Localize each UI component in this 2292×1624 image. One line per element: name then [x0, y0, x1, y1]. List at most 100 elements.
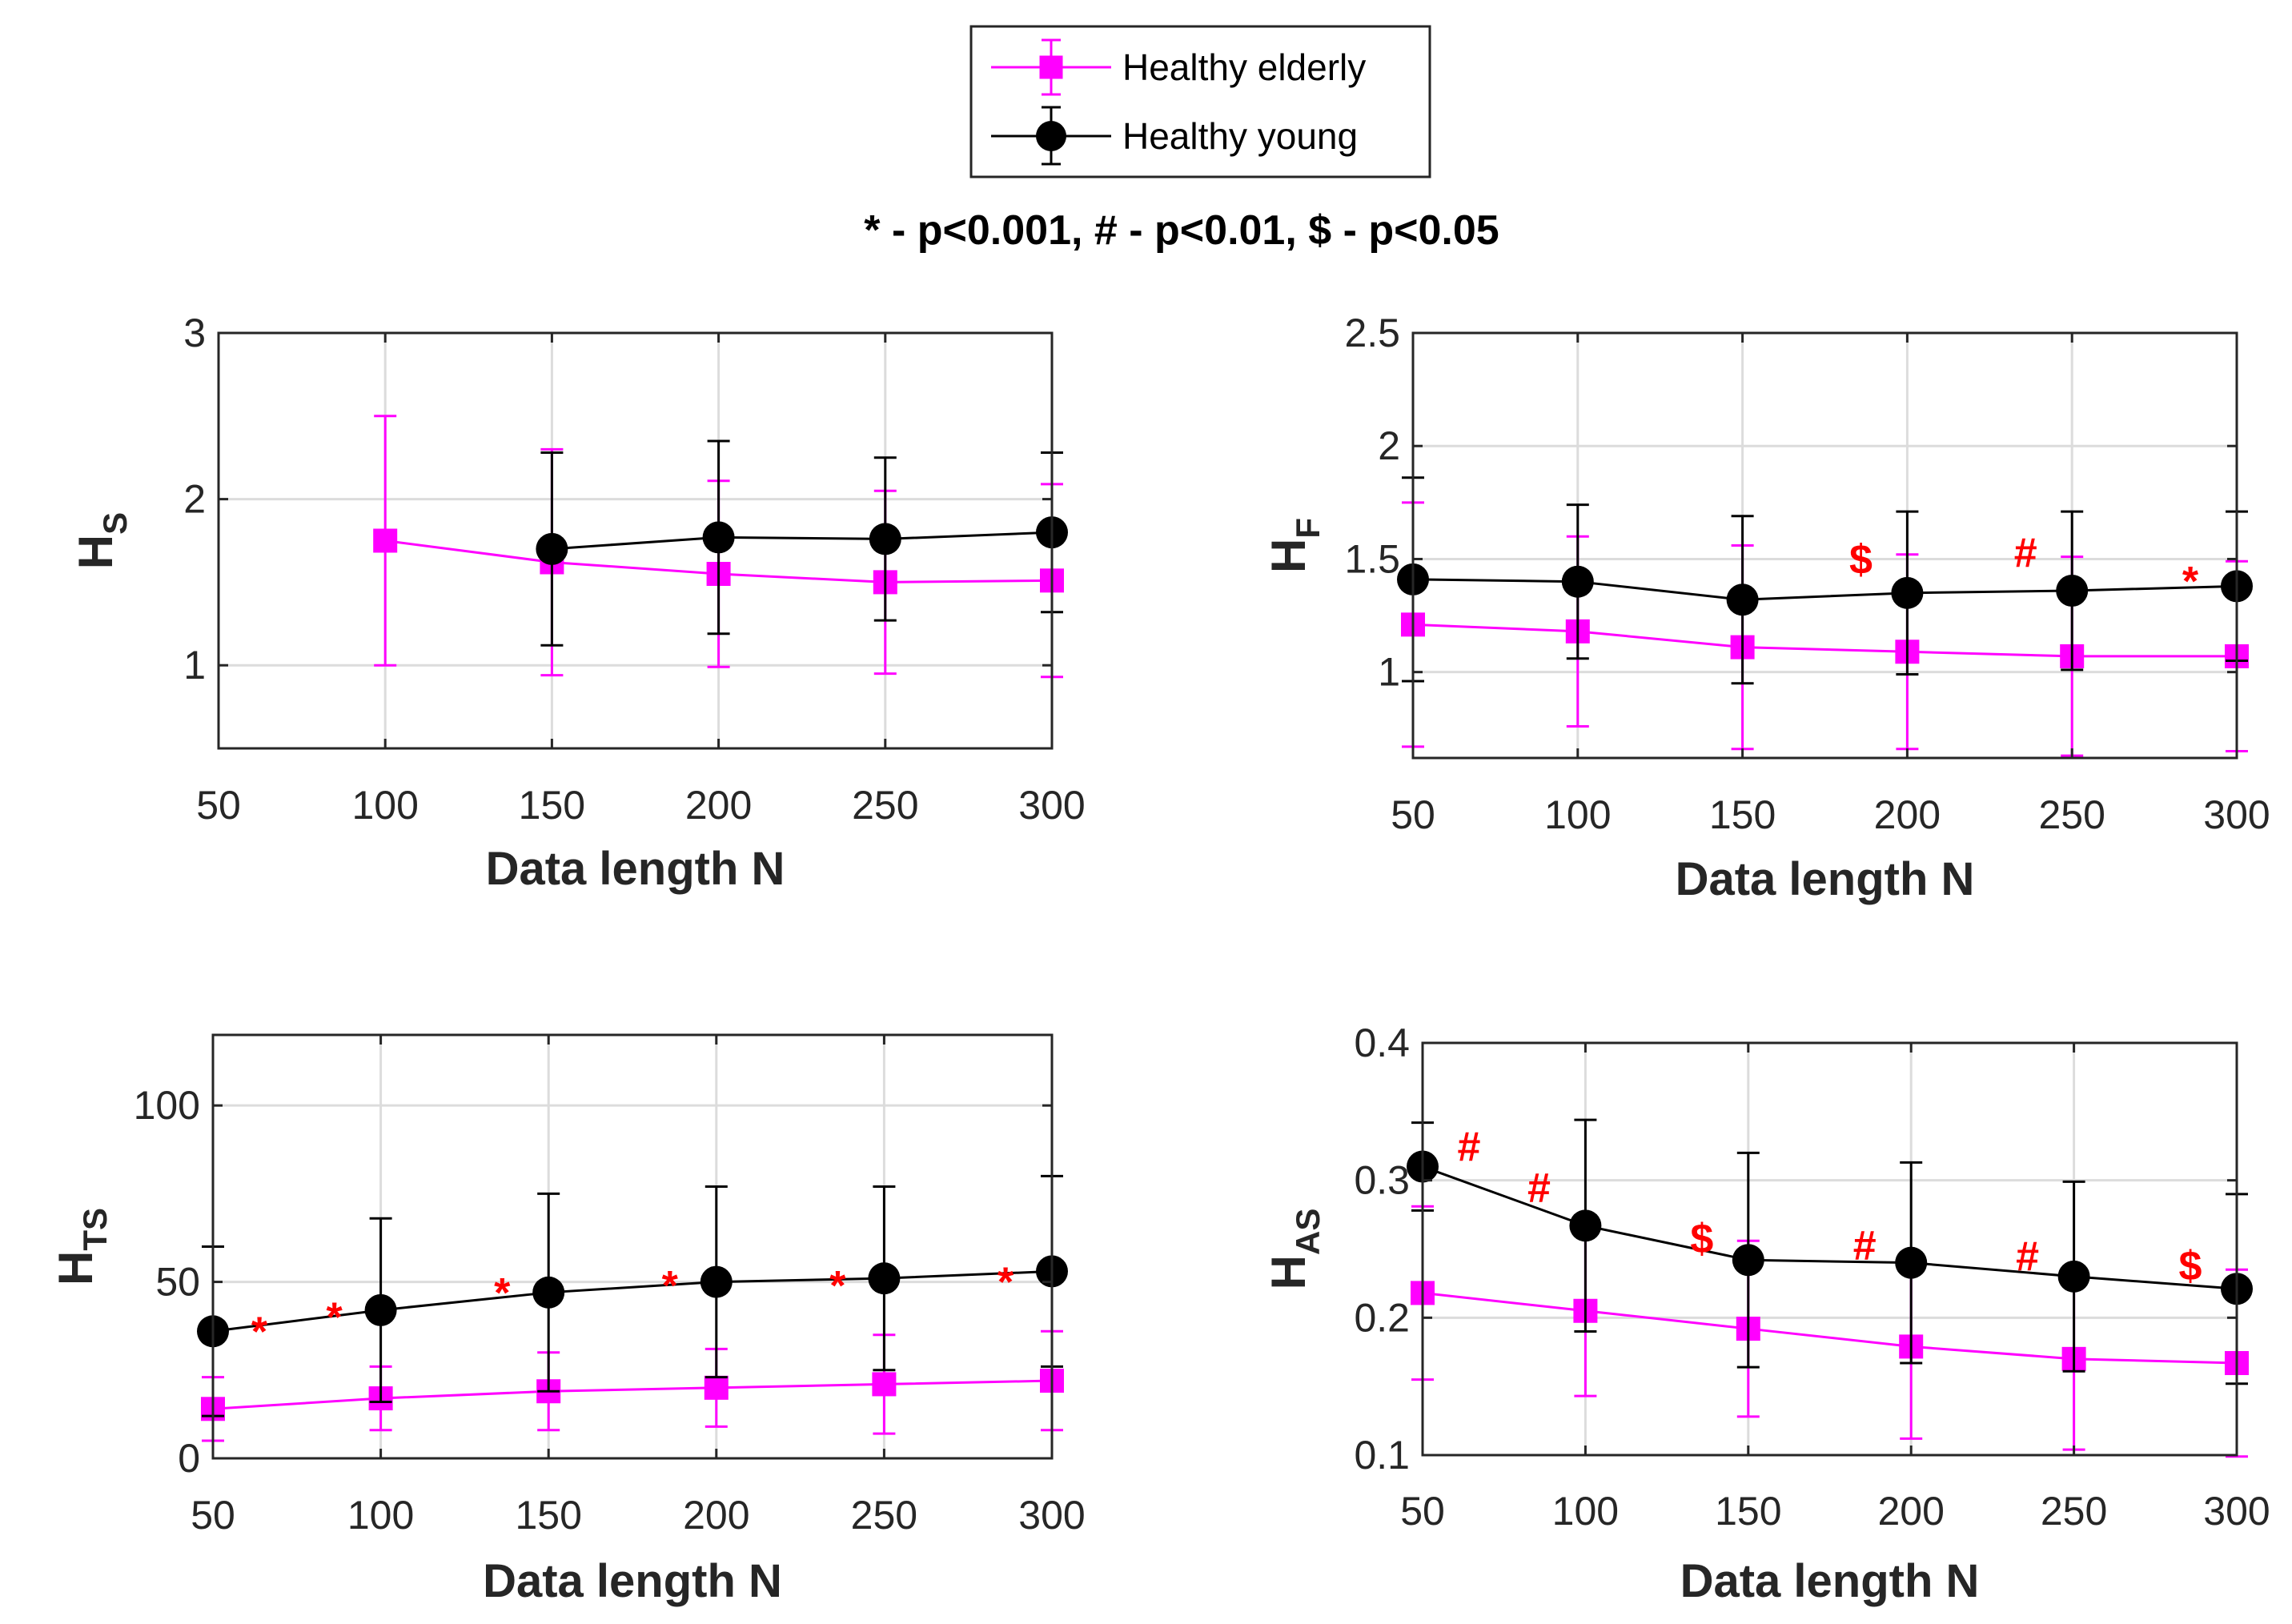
y-tick-label: 1 [183, 643, 206, 688]
legend-elderly-label: Healthy elderly [1122, 46, 1366, 88]
y-axis-label-main: H [1262, 1255, 1315, 1289]
x-tick-label: 50 [1391, 792, 1435, 837]
panel-hs: 50 100 150 200 250 300 1 2 3 Data length N HS [69, 311, 1086, 895]
legend-entry-young: Healthy young [991, 106, 1358, 166]
x-tick-label: 200 [685, 783, 752, 828]
y-tick-label: 1 [1378, 650, 1400, 695]
series-line [212, 1379, 1053, 1410]
significance-marker: # [1853, 1222, 1877, 1269]
x-axis-label: Data length N [486, 843, 785, 895]
x-tick-label: 150 [1715, 1489, 1781, 1534]
significance-marker: # [1527, 1165, 1551, 1211]
data-point-circle [2057, 1260, 2090, 1293]
x-tick-label: 200 [1877, 1489, 1944, 1534]
data-point-circle [2056, 574, 2089, 607]
x-tick-label: 250 [2041, 1489, 2107, 1534]
y-tick-label: 0.1 [1354, 1433, 1410, 1478]
plot-area-has [1423, 1043, 2237, 1455]
data-point-circle [1561, 565, 1594, 598]
legend-box [969, 25, 1431, 178]
x-tick-label: 300 [2203, 1489, 2270, 1534]
data-point-circle [1895, 1246, 1928, 1279]
data-point-square [704, 1375, 729, 1400]
significance-marker: # [2014, 530, 2037, 576]
x-tick-label: 200 [1874, 792, 1941, 837]
x-tick-label: 150 [519, 783, 585, 828]
y-tick-label: 100 [134, 1083, 200, 1128]
x-tick-label: 250 [851, 1493, 917, 1538]
y-axis-label: HAS [1262, 1209, 1327, 1290]
x-tick-label: 250 [2038, 792, 2105, 837]
data-point-circle [536, 532, 568, 565]
y-tick-label: 2 [1378, 423, 1400, 468]
y-tick-label: 0 [178, 1436, 200, 1481]
y-axis-label-subscript: S [96, 512, 134, 535]
y-axis-label: HF [1262, 518, 1327, 573]
y-axis-label-main: H [69, 535, 122, 569]
significance-marker: * [997, 1260, 1014, 1306]
data-point-circle [869, 523, 901, 555]
panel-hts: * * * * * * 50 100 150 200 250 300 0 50 100 Data length… [49, 1033, 1086, 1607]
series-line [1422, 1165, 2238, 1290]
x-tick-label: 150 [515, 1493, 581, 1538]
axes-frame-hts [211, 1033, 1054, 1460]
series-line [1412, 578, 2238, 601]
series-line [212, 1269, 1053, 1333]
y-tick-label: 0.2 [1354, 1295, 1410, 1340]
x-tick-label: 150 [1709, 792, 1776, 837]
significance-marker: $ [1690, 1216, 1713, 1262]
x-tick-label: 300 [1018, 1493, 1085, 1538]
x-tick-label: 50 [196, 783, 241, 828]
data-point-square [373, 528, 398, 553]
data-point-circle [868, 1262, 901, 1295]
significance-caption: * - p<0.001, # - p<0.01, $ - p<0.05 [864, 207, 1499, 254]
data-point-circle [532, 1276, 565, 1309]
y-tick-label: 2 [183, 477, 206, 522]
legend-elderly-square-marker [1039, 55, 1063, 79]
panel-has: # # $ # # $50 100 150 200 250 300 0.1 0.2 0.3 0.4 Data … [1262, 1021, 2270, 1607]
significance-marker: * [326, 1295, 343, 1341]
x-axis-label: Data length N [1676, 853, 1975, 905]
x-tick-label: 250 [852, 783, 918, 828]
significance-marker: * [2182, 559, 2199, 605]
data-point-circle [1732, 1244, 1764, 1277]
y-axis-label-subscript: F [1289, 518, 1327, 539]
y-axis-label-subscript: AS [1289, 1209, 1327, 1255]
data-point-circle [702, 521, 735, 554]
plot-area-hf [1413, 333, 2237, 758]
x-tick-label: 50 [191, 1493, 235, 1538]
axes-frame-hf [1411, 331, 2238, 760]
x-tick-label: 100 [1552, 1489, 1619, 1534]
legend: Healthy elderly Healthy young [969, 25, 1431, 178]
axes-frame-hs [217, 331, 1054, 750]
series-line [552, 531, 1053, 551]
x-tick-label: 300 [2203, 792, 2270, 837]
y-axis-label: HTS [49, 1208, 114, 1285]
legend-young-circle-marker [1036, 121, 1066, 151]
x-tick-label: 100 [1544, 792, 1611, 837]
significance-marker: * [662, 1263, 679, 1309]
y-axis-label-main: H [49, 1251, 102, 1285]
significance-marker: $ [1849, 536, 1873, 583]
legend-entry-elderly: Healthy elderly [991, 38, 1366, 96]
axes-frame-has [1421, 1041, 2238, 1457]
legend-young-label: Healthy young [1122, 115, 1358, 157]
significance-marker: # [2016, 1233, 2039, 1280]
y-axis-label-main: H [1262, 539, 1315, 573]
data-point-circle [700, 1265, 733, 1298]
panel-hf: $ # * 50 100 150 200 250 300 1 1.5 2 2.5 Data length … [1262, 311, 2270, 905]
data-point-circle [1569, 1209, 1602, 1242]
y-tick-label: 50 [155, 1260, 200, 1305]
significance-marker: * [829, 1263, 846, 1309]
series-line [1422, 1291, 2238, 1365]
plot-area-hs [219, 333, 1052, 748]
x-tick-label: 200 [683, 1493, 749, 1538]
data-point-circle [1891, 576, 1924, 609]
y-tick-label: 0.4 [1354, 1021, 1410, 1065]
data-point-square [872, 1372, 897, 1397]
y-tick-label: 1.5 [1344, 536, 1400, 581]
x-tick-label: 50 [1400, 1489, 1445, 1534]
plot-area-hts [213, 1035, 1052, 1458]
